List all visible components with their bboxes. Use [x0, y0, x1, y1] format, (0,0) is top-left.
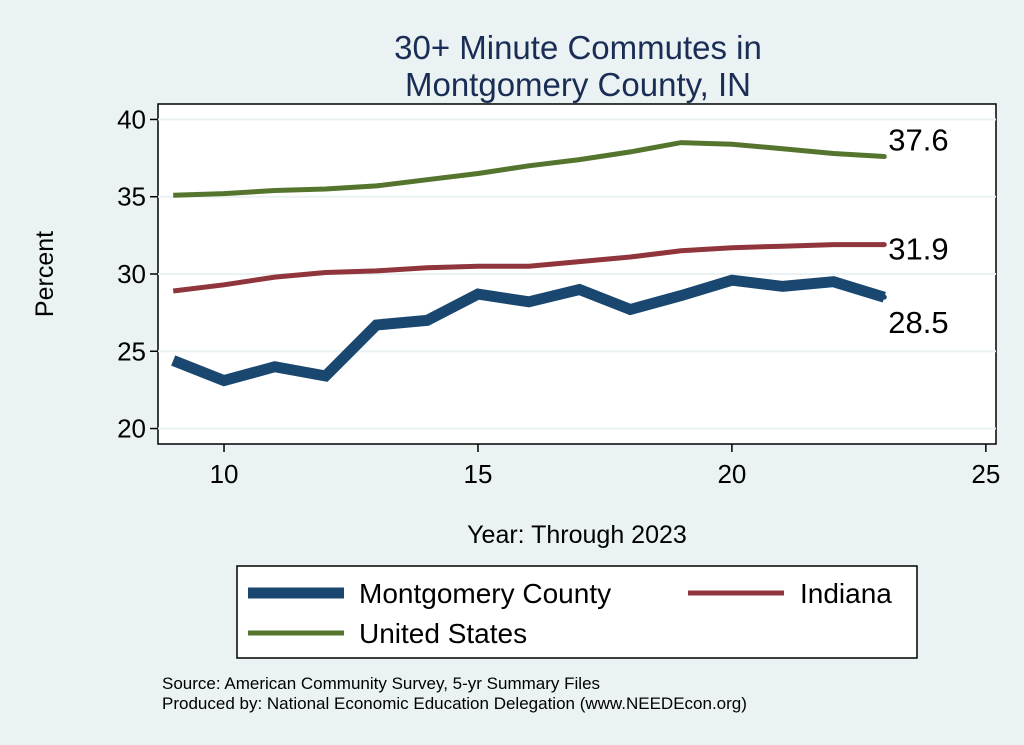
x-axis: 10 15 20 25: [210, 444, 1000, 489]
end-point-montgomery-county: [881, 294, 887, 300]
end-label-montgomery-county: 28.5: [888, 305, 948, 340]
x-tick-label-25: 25: [971, 459, 1000, 489]
legend-box: [236, 565, 918, 659]
series-lines: [171, 140, 886, 387]
legend-label-united-states: United States: [359, 618, 527, 649]
x-tick-label-10: 10: [210, 459, 239, 489]
chart-title-line-1: 30+ Minute Commutes in: [394, 29, 762, 66]
end-point-united-states: [881, 154, 887, 160]
y-tick-label-25: 25: [117, 336, 146, 366]
legend-label-montgomery: Montgomery County: [359, 578, 611, 609]
end-point-indiana: [881, 242, 887, 248]
legend: Montgomery County Indiana United States: [236, 565, 918, 659]
y-tick-label-35: 35: [117, 182, 146, 212]
source-note: Source: American Community Survey, 5-yr …: [162, 674, 600, 693]
end-label-united-states: 37.6: [888, 123, 948, 158]
x-axis-title: Year: Through 2023: [467, 521, 687, 549]
series-line-united-states: [173, 140, 885, 198]
y-axis-title: Percent: [31, 231, 59, 317]
end-label-indiana: 31.9: [888, 232, 948, 267]
producer-note: Produced by: National Economic Education…: [162, 694, 747, 713]
x-tick-label-20: 20: [717, 459, 746, 489]
end-labels: 28.5 31.9 37.6: [881, 123, 949, 340]
y-tick-label-30: 30: [117, 259, 146, 289]
chart-title-line-2: Montgomery County, IN: [405, 66, 751, 103]
x-tick-label-15: 15: [464, 459, 493, 489]
legend-label-indiana: Indiana: [800, 578, 892, 609]
y-tick-label-40: 40: [117, 104, 146, 134]
series-line-montgomery-county: [171, 274, 886, 387]
y-axis: 20 25 30 35 40: [117, 104, 158, 444]
series-line-indiana: [172, 242, 885, 294]
y-tick-label-20: 20: [117, 414, 146, 444]
